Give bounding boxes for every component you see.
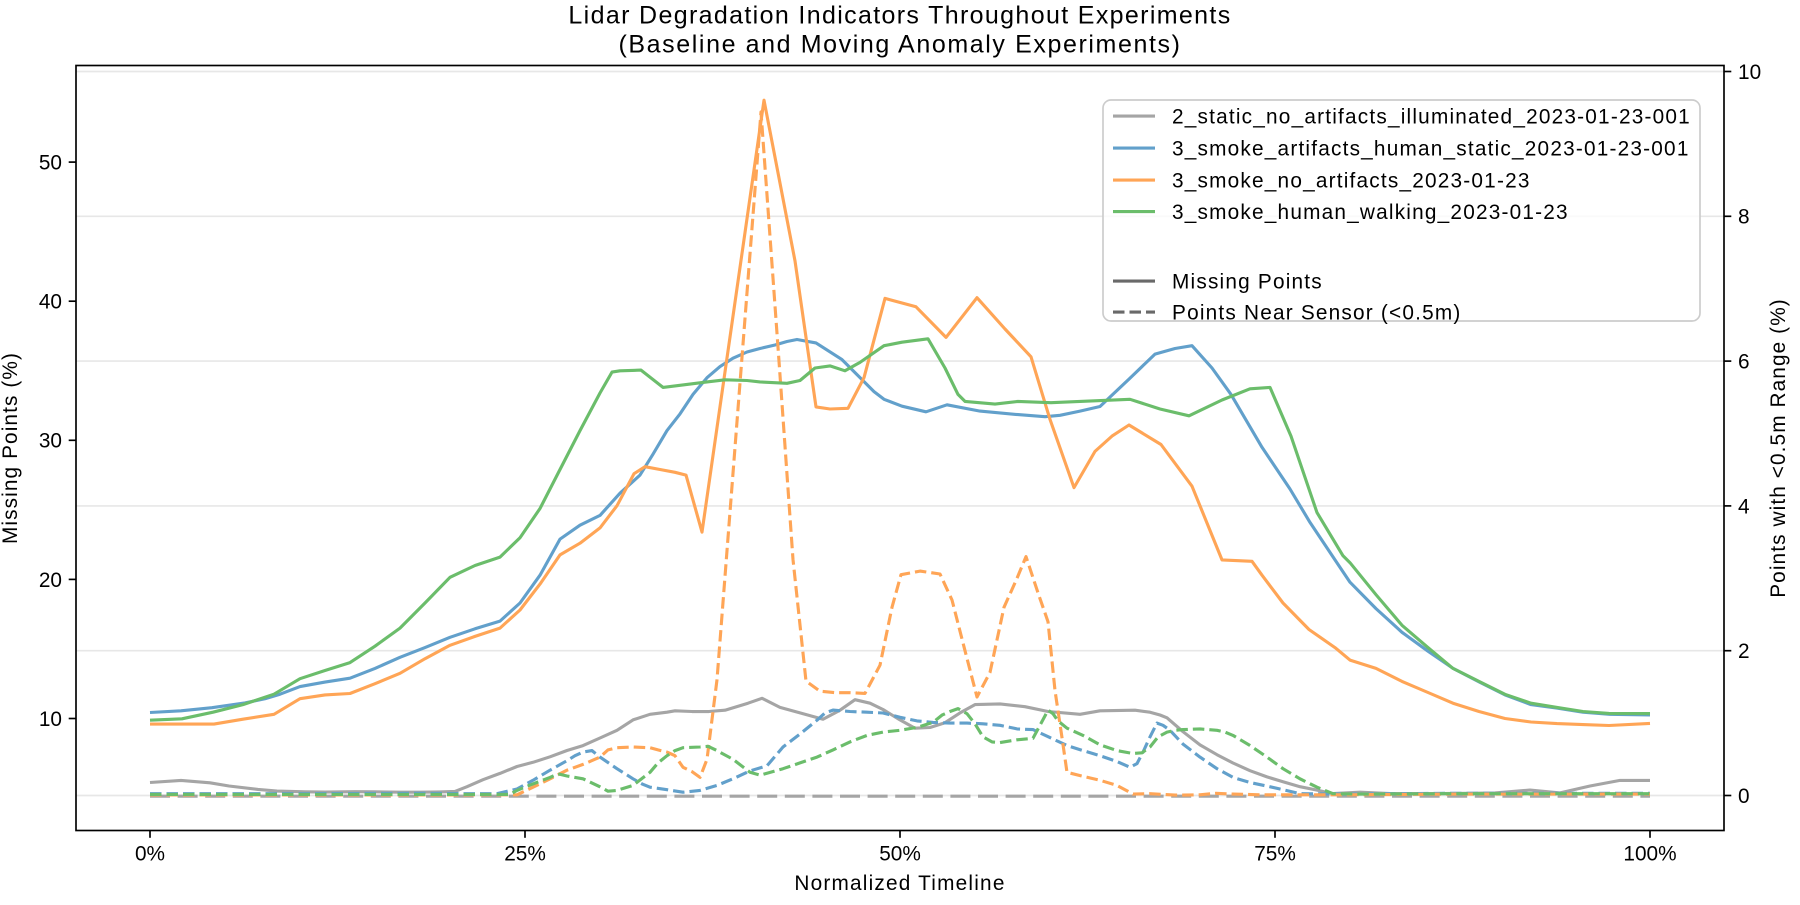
svg-text:0%: 0% <box>135 843 165 866</box>
svg-text:Points with <0.5m Range (%): Points with <0.5m Range (%) <box>1767 298 1790 598</box>
svg-text:(Baseline and Moving Anomaly E: (Baseline and Moving Anomaly Experiments… <box>618 31 1181 59</box>
svg-text:20: 20 <box>39 569 62 592</box>
svg-text:75%: 75% <box>1254 843 1296 866</box>
svg-text:10: 10 <box>39 708 62 731</box>
svg-text:25%: 25% <box>504 843 546 866</box>
svg-text:Normalized Timeline: Normalized Timeline <box>794 872 1005 895</box>
svg-text:50: 50 <box>39 152 62 175</box>
svg-text:30: 30 <box>39 430 62 453</box>
svg-text:4: 4 <box>1738 495 1750 518</box>
svg-text:2: 2 <box>1738 640 1750 663</box>
svg-text:Missing Points (%): Missing Points (%) <box>0 352 22 544</box>
svg-text:3_smoke_human_walking_2023-01-: 3_smoke_human_walking_2023-01-23 <box>1172 201 1569 224</box>
svg-text:3_smoke_no_artifacts_2023-01-2: 3_smoke_no_artifacts_2023-01-23 <box>1172 169 1531 192</box>
svg-text:3_smoke_artifacts_human_static: 3_smoke_artifacts_human_static_2023-01-2… <box>1172 137 1690 160</box>
svg-text:8: 8 <box>1738 206 1750 229</box>
svg-text:10: 10 <box>1738 61 1761 84</box>
svg-text:0: 0 <box>1738 785 1750 808</box>
svg-text:40: 40 <box>39 291 62 314</box>
svg-text:Missing Points: Missing Points <box>1172 270 1323 293</box>
svg-text:Lidar Degradation Indicators T: Lidar Degradation Indicators Throughout … <box>568 2 1231 30</box>
svg-text:Points Near Sensor (<0.5m): Points Near Sensor (<0.5m) <box>1172 301 1462 324</box>
svg-text:6: 6 <box>1738 351 1750 374</box>
svg-text:50%: 50% <box>879 843 921 866</box>
svg-text:100%: 100% <box>1623 843 1676 866</box>
svg-text:2_static_no_artifacts_illumina: 2_static_no_artifacts_illuminated_2023-0… <box>1172 105 1691 128</box>
